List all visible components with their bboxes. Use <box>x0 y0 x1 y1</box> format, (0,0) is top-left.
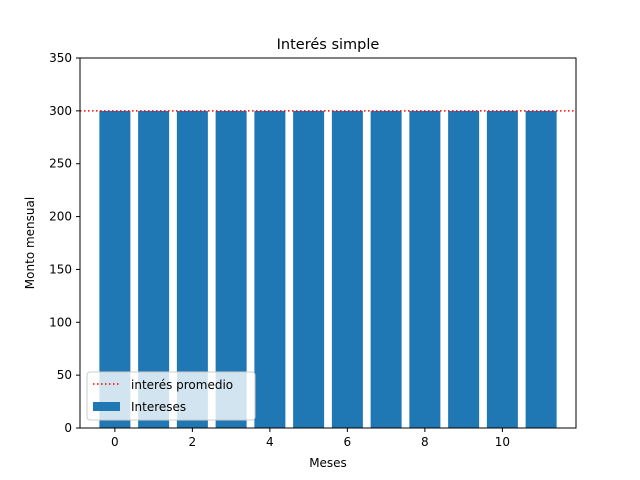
y-axis-label: Monto mensual <box>23 197 37 289</box>
x-tick-label: 4 <box>266 435 274 449</box>
x-axis-ticks: 0 2 4 6 8 10 <box>111 428 510 449</box>
bars-group <box>99 110 557 428</box>
legend-average-label: interés promedio <box>131 378 233 392</box>
y-tick-label: 150 <box>49 262 72 276</box>
y-tick-label: 350 <box>49 51 72 65</box>
bar-month-9 <box>448 110 480 428</box>
x-tick-label: 8 <box>421 435 429 449</box>
legend-box <box>86 371 256 421</box>
y-tick-label: 100 <box>49 315 72 329</box>
x-tick-label: 10 <box>495 435 510 449</box>
bar-month-5 <box>293 110 325 428</box>
y-tick-label: 250 <box>49 157 72 171</box>
plot-frame <box>79 57 577 429</box>
x-axis-label: Meses <box>309 456 347 470</box>
x-tick-label: 0 <box>111 435 119 449</box>
bar-month-11 <box>525 110 557 428</box>
bar-month-4 <box>254 110 286 428</box>
bar-month-7 <box>370 110 402 428</box>
bar-month-8 <box>409 110 441 428</box>
x-tick-label: 6 <box>344 435 352 449</box>
y-tick-label: 200 <box>49 210 72 224</box>
y-tick-label: 50 <box>57 368 72 382</box>
bar-month-10 <box>486 110 518 428</box>
y-tick-label: 300 <box>49 104 72 118</box>
x-tick-label: 2 <box>189 435 197 449</box>
y-tick-label: 0 <box>64 421 72 435</box>
bar-month-6 <box>331 110 363 428</box>
legend-bars-label: Intereses <box>131 400 186 414</box>
chart-title: Interés simple <box>277 37 380 53</box>
legend: interés promedio Intereses <box>86 371 256 421</box>
legend-bar-swatch <box>93 402 120 411</box>
y-axis-ticks: 0 50 100 150 200 250 300 350 <box>49 51 80 435</box>
